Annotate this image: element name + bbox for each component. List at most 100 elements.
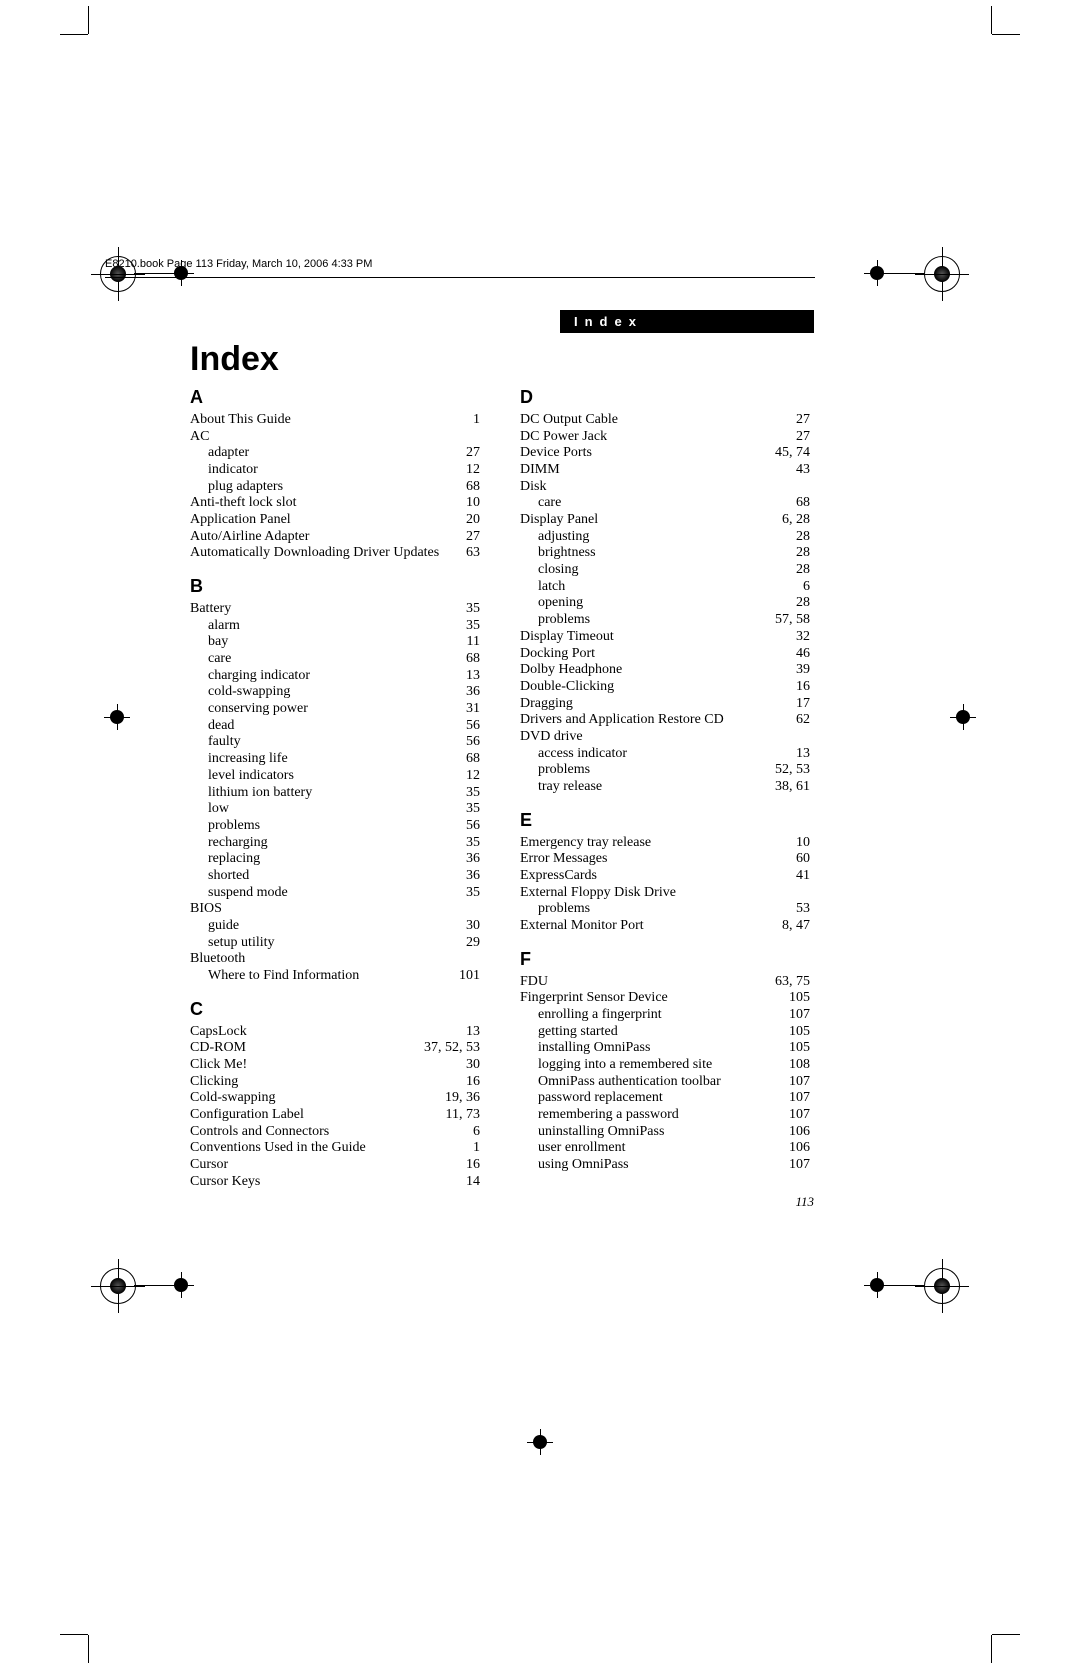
index-page-ref: 31 <box>466 702 480 717</box>
index-subentry: problems57, 58 <box>520 613 810 628</box>
index-subentry: replacing36 <box>190 852 480 867</box>
index-subentry: brightness28 <box>520 546 810 561</box>
index-term: DC Output Cable <box>520 413 618 428</box>
index-term: low <box>208 802 229 817</box>
index-term: conserving power <box>208 702 308 717</box>
index-term: installing OmniPass <box>538 1041 650 1056</box>
registration-mark <box>870 244 980 304</box>
index-entry: About This Guide1 <box>190 413 480 428</box>
registration-mark <box>920 700 980 760</box>
index-subentry: uninstalling OmniPass106 <box>520 1125 810 1140</box>
index-page-ref: 13 <box>796 747 810 762</box>
index-letter-heading: C <box>190 1000 480 1019</box>
index-page-ref: 107 <box>789 1075 810 1090</box>
index-column: AAbout This Guide1ACadapter27indicator12… <box>190 388 480 1192</box>
index-term: External Floppy Disk Drive <box>520 886 676 901</box>
index-entry: Cursor Keys14 <box>190 1175 480 1190</box>
index-subentry: OmniPass authentication toolbar107 <box>520 1075 810 1090</box>
index-page-ref: 60 <box>796 852 810 867</box>
index-subentry-group: adapter27indicator12plug adapters68 <box>190 446 480 494</box>
index-term: Automatically Downloading Driver Updates <box>190 546 439 561</box>
index-entry: Cold-swapping19, 36 <box>190 1091 480 1106</box>
index-entry: Application Panel20 <box>190 513 480 528</box>
index-page-ref: 28 <box>796 563 810 578</box>
index-entry: Automatically Downloading Driver Updates… <box>190 546 480 561</box>
index-page-ref: 17 <box>796 697 810 712</box>
index-term: lithium ion battery <box>208 786 312 801</box>
index-page-ref: 101 <box>459 969 480 984</box>
index-subentry: logging into a remembered site108 <box>520 1058 810 1073</box>
crop-mark <box>60 34 88 35</box>
index-entry: Display Panel6, 28 <box>520 513 810 528</box>
index-subentry: bay11 <box>190 635 480 650</box>
index-entry: Drivers and Application Restore CD62 <box>520 713 810 728</box>
index-page-ref: 16 <box>466 1075 480 1090</box>
index-term: Controls and Connectors <box>190 1125 329 1140</box>
index-page-ref: 14 <box>466 1175 480 1190</box>
index-page-ref: 46 <box>796 647 810 662</box>
index-term: care <box>208 652 231 667</box>
index-letter-heading: E <box>520 811 810 830</box>
index-term: Configuration Label <box>190 1108 304 1123</box>
index-subentry-group: Where to Find Information 101 <box>190 969 480 984</box>
registration-mark <box>100 700 160 760</box>
index-term: Battery <box>190 602 231 617</box>
index-page-ref: 63, 75 <box>775 975 810 990</box>
index-subentry: alarm35 <box>190 619 480 634</box>
index-term: enrolling a fingerprint <box>538 1008 662 1023</box>
index-entry: ExpressCards41 <box>520 869 810 884</box>
index-subentry-group: guide30setup utility29 <box>190 919 480 950</box>
index-page-ref: 16 <box>796 680 810 695</box>
index-term: access indicator <box>538 747 627 762</box>
index-term: External Monitor Port <box>520 919 644 934</box>
index-subentry: opening28 <box>520 596 810 611</box>
index-term: shorted <box>208 869 249 884</box>
index-entry: Error Messages 60 <box>520 852 810 867</box>
index-page-ref: 6, 28 <box>782 513 810 528</box>
index-page-ref: 16 <box>466 1158 480 1173</box>
index-page-ref: 68 <box>466 652 480 667</box>
index-subentry: lithium ion battery 35 <box>190 786 480 801</box>
index-entry: Display Timeout32 <box>520 630 810 645</box>
crop-mark <box>992 1634 1020 1635</box>
index-term: Docking Port <box>520 647 595 662</box>
index-entry: Device Ports45, 74 <box>520 446 810 461</box>
index-subentry: tray release38, 61 <box>520 780 810 795</box>
index-page-ref: 39 <box>796 663 810 678</box>
index-page-ref: 28 <box>796 530 810 545</box>
index-page-ref: 8, 47 <box>782 919 810 934</box>
index-subentry: guide30 <box>190 919 480 934</box>
index-subentry: level indicators12 <box>190 769 480 784</box>
index-term: Error Messages <box>520 852 607 867</box>
index-page-ref: 35 <box>466 836 480 851</box>
index-term: Conventions Used in the Guide <box>190 1141 366 1156</box>
crop-mark <box>60 1634 88 1635</box>
index-term: logging into a remembered site <box>538 1058 712 1073</box>
index-subentry: low35 <box>190 802 480 817</box>
index-subentry: getting started105 <box>520 1025 810 1040</box>
index-term: Where to Find Information <box>208 969 359 984</box>
index-page-ref: 105 <box>789 1041 810 1056</box>
index-term: using OmniPass <box>538 1158 629 1173</box>
index-term: increasing life <box>208 752 288 767</box>
crop-mark <box>88 1635 89 1663</box>
index-term: plug adapters <box>208 480 283 495</box>
index-subentry: charging indicator13 <box>190 669 480 684</box>
index-page-ref: 28 <box>796 596 810 611</box>
index-term: problems <box>538 902 590 917</box>
index-entry: Dolby Headphone39 <box>520 663 810 678</box>
page-number: 113 <box>795 1194 814 1210</box>
index-subentry: password replacement107 <box>520 1091 810 1106</box>
index-page-ref: 36 <box>466 685 480 700</box>
index-subentry: Where to Find Information 101 <box>190 969 480 984</box>
index-term: problems <box>208 819 260 834</box>
index-subentry: suspend mode35 <box>190 886 480 901</box>
index-term: Disk <box>520 480 546 495</box>
index-page-ref: 10 <box>466 496 480 511</box>
index-page-ref: 10 <box>796 836 810 851</box>
index-term: CapsLock <box>190 1025 247 1040</box>
index-subentry: increasing life68 <box>190 752 480 767</box>
index-page-ref: 35 <box>466 786 480 801</box>
registration-mark <box>870 1256 980 1316</box>
index-term: adapter <box>208 446 249 461</box>
